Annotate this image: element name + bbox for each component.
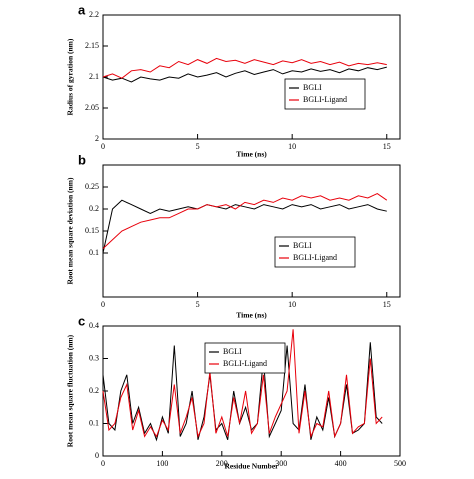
legend-label: BGLI-Ligand — [293, 253, 337, 262]
legend: BGLI BGLI-Ligand — [204, 342, 286, 374]
data-line — [102, 193, 388, 249]
y-tick-label: 2.15 — [85, 41, 99, 50]
plot-frame — [102, 14, 401, 140]
data-line — [102, 66, 387, 83]
data-line — [102, 199, 387, 254]
y-tick-label: 0.15 — [85, 226, 99, 235]
panel-label: b — [78, 152, 86, 167]
data-line — [102, 329, 383, 439]
y-tick-label: 0.2 — [89, 386, 99, 395]
x-tick-label: 400 — [335, 459, 347, 468]
y-tick-label: 0.1 — [89, 418, 99, 427]
x-tick-label: 0 — [101, 142, 105, 151]
legend-label: BGLI — [293, 241, 312, 250]
legend-box — [204, 342, 286, 374]
x-tick-label: 10 — [288, 300, 296, 309]
x-tick-label: 0 — [101, 459, 105, 468]
y-axis-label: Root mean square fluctuation (nm) — [66, 334, 75, 447]
y-tick-label: 0.4 — [89, 321, 99, 330]
x-tick-label: 200 — [216, 459, 228, 468]
legend-label: BGLI-Ligand — [303, 95, 347, 104]
x-tick-label: 300 — [275, 459, 287, 468]
y-tick-label: 0.2 — [89, 204, 99, 213]
legend-label: BGLI — [303, 83, 322, 92]
x-tick-label: 15 — [383, 300, 391, 309]
plot-frame — [102, 164, 401, 298]
x-tick-label: 15 — [383, 142, 391, 151]
panel-label: c — [78, 313, 85, 328]
x-tick-label: 0 — [101, 300, 105, 309]
x-tick-label: 5 — [196, 300, 200, 309]
x-tick-label: 100 — [156, 459, 168, 468]
y-tick-label: 2.2 — [89, 10, 99, 19]
y-tick-label: 0 — [95, 451, 99, 460]
y-axis-label: Root mean square deviation (nm) — [66, 177, 75, 284]
legend-box — [284, 78, 366, 110]
legend-label: BGLI-Ligand — [223, 359, 267, 368]
y-tick-label: 0.3 — [89, 353, 99, 362]
y-tick-label: 2 — [95, 134, 99, 143]
y-tick-label: 2.05 — [85, 103, 99, 112]
x-tick-label: 500 — [394, 459, 406, 468]
y-axis-label: Radius of gyration (nm) — [66, 38, 75, 115]
panel-label: a — [78, 2, 86, 17]
legend: BGLI BGLI-Ligand — [284, 78, 366, 110]
legend: BGLI BGLI-Ligand — [274, 236, 356, 268]
x-axis-label: Time (ns) — [236, 150, 267, 159]
x-tick-label: 5 — [196, 142, 200, 151]
y-tick-label: 0.25 — [85, 182, 99, 191]
legend-box — [274, 236, 356, 268]
y-tick-label: 0.1 — [89, 248, 99, 257]
x-tick-label: 10 — [288, 142, 296, 151]
x-axis-label: Time (ns) — [236, 311, 267, 320]
legend-label: BGLI — [223, 347, 242, 356]
y-tick-label: 2.1 — [89, 72, 99, 81]
x-axis-label: Residue Number — [225, 462, 280, 471]
data-line — [102, 57, 387, 79]
